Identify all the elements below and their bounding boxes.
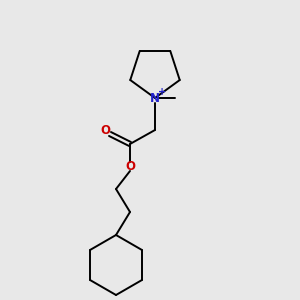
Text: N: N bbox=[150, 92, 160, 104]
Text: +: + bbox=[158, 87, 166, 97]
Text: O: O bbox=[125, 160, 135, 172]
Text: O: O bbox=[100, 124, 110, 137]
